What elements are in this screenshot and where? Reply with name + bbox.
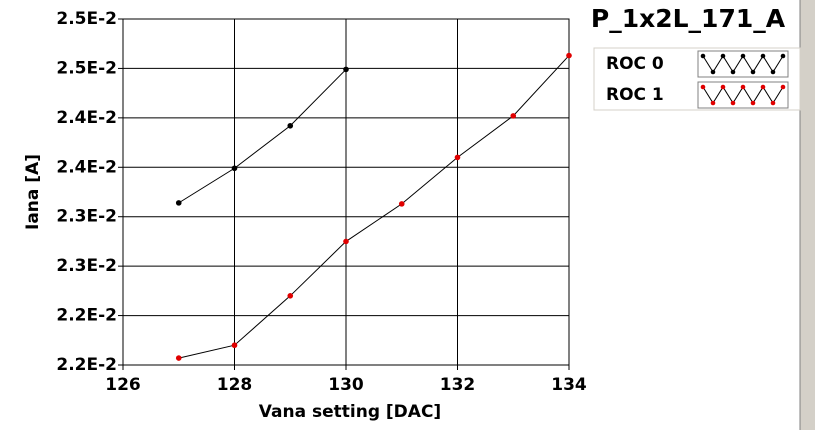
data-point	[454, 154, 461, 161]
data-point	[398, 201, 405, 207]
legend-marker	[720, 84, 726, 90]
y-tick-label: 2.4E-2	[56, 157, 117, 177]
y-tick-label: 2.4E-2	[56, 108, 117, 128]
data-point	[343, 238, 349, 245]
legend-marker	[750, 100, 756, 106]
legend-marker	[700, 84, 706, 90]
legend-marker	[700, 53, 706, 59]
y-tick-label: 2.3E-2	[56, 256, 117, 276]
x-axis-label: Vana setting [DAC]	[259, 402, 441, 422]
data-point	[566, 52, 572, 59]
legend-marker	[740, 53, 746, 59]
y-tick-label: 2.5E-2	[56, 58, 117, 78]
data-point	[231, 342, 238, 349]
x-tick-label: 126	[105, 375, 141, 395]
y-tick-label: 2.3E-2	[56, 207, 117, 227]
legend-marker	[750, 69, 756, 75]
y-tick-label: 2.5E-2	[56, 9, 117, 29]
chart-title: P_1x2L_171_A	[591, 4, 786, 33]
data-point	[343, 66, 349, 73]
legend-marker	[730, 100, 736, 106]
legend-marker	[770, 100, 776, 106]
data-point	[231, 165, 238, 172]
x-tick-label: 134	[551, 375, 587, 395]
data-point	[175, 355, 182, 361]
legend-label: ROC 0	[606, 54, 664, 74]
x-tick-label: 132	[440, 375, 476, 395]
legend-marker	[770, 69, 776, 75]
data-point	[287, 122, 294, 129]
series-line	[178, 55, 570, 359]
legend-marker	[780, 53, 786, 59]
y-tick-label: 2.2E-2	[56, 306, 117, 326]
legend-marker	[740, 84, 746, 90]
x-tick-label: 130	[328, 375, 364, 395]
y-axis-label: Iana [A]	[23, 154, 43, 230]
y-tick-label: 2.2E-2	[56, 355, 117, 375]
legend-marker	[710, 69, 716, 75]
legend-marker	[760, 53, 766, 59]
legend-marker	[780, 84, 786, 90]
plot-frame	[122, 18, 570, 366]
data-point	[175, 200, 182, 206]
legend-marker	[710, 100, 716, 106]
series-line	[178, 69, 347, 204]
legend-marker	[730, 69, 736, 75]
window-edge	[800, 0, 815, 430]
legend-marker	[760, 84, 766, 90]
legend-marker	[720, 53, 726, 59]
legend-label: ROC 1	[606, 85, 664, 105]
data-point	[287, 293, 294, 299]
x-tick-label: 128	[217, 375, 253, 395]
data-point	[510, 113, 517, 119]
